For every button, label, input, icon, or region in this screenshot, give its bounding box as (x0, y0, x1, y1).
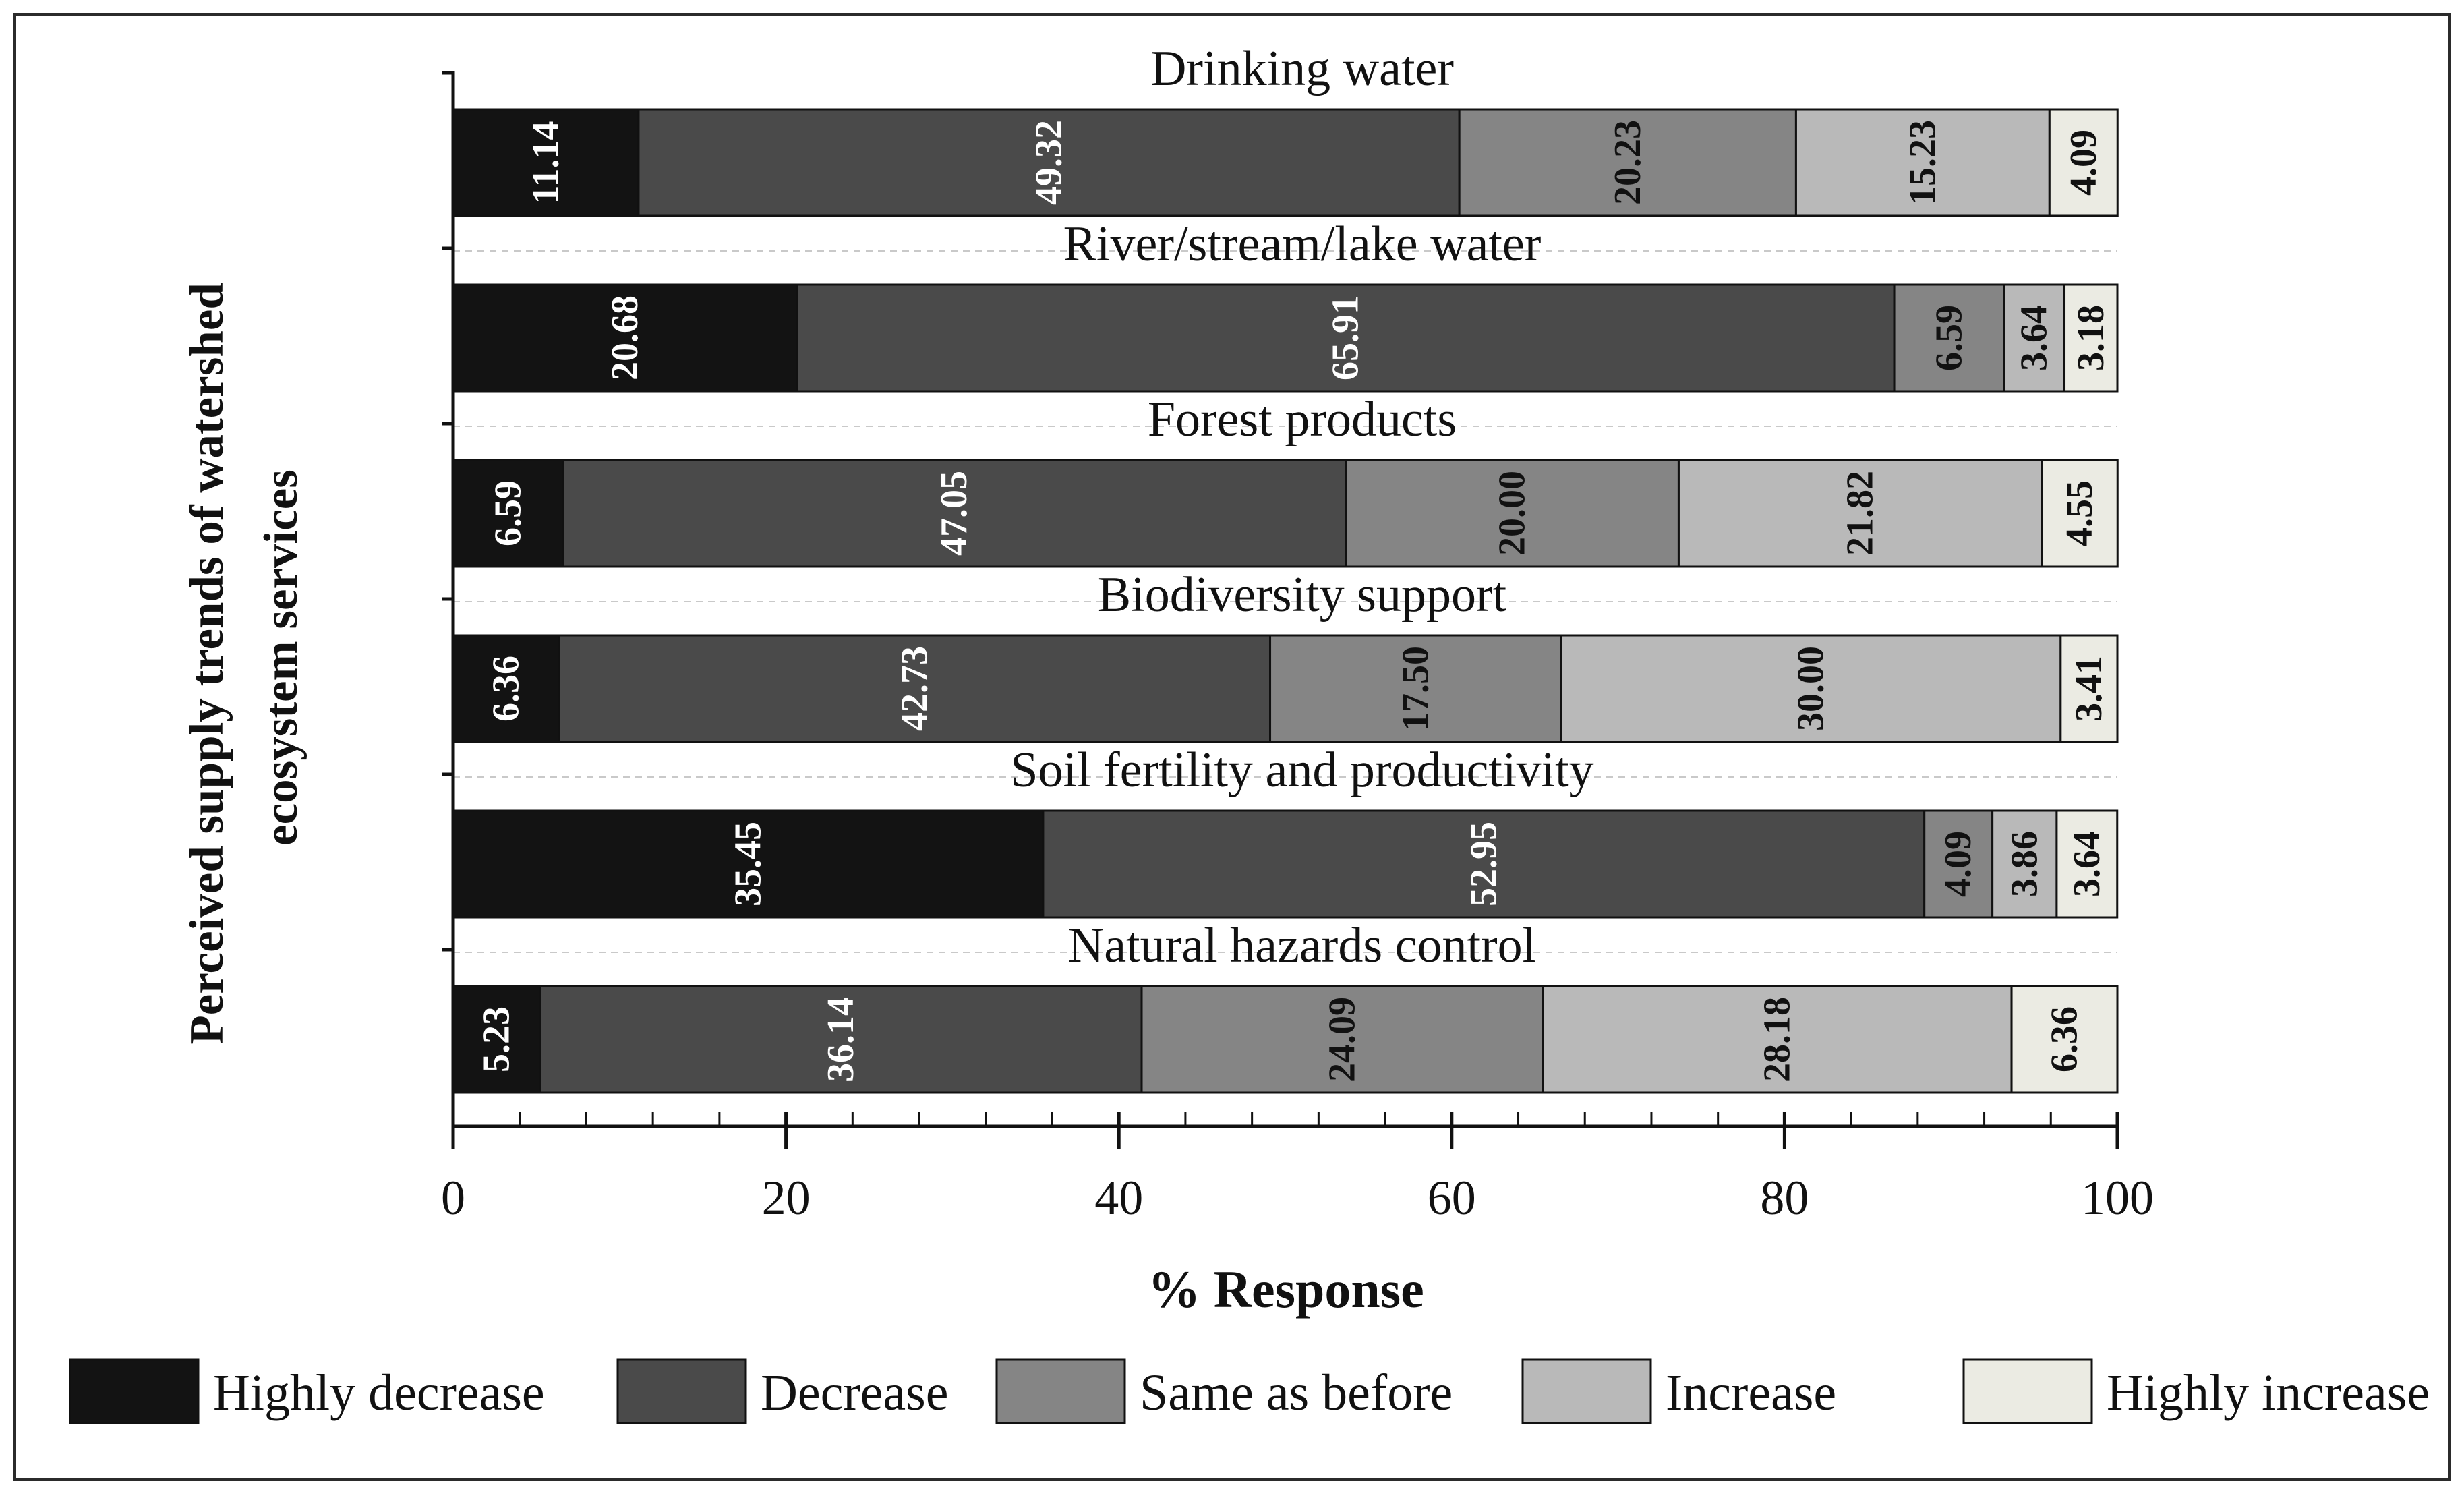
data-label: 6.36 (485, 656, 527, 722)
x-tick-label: 80 (1760, 1171, 1809, 1225)
data-label: 42.73 (893, 646, 935, 731)
bar-segment (1345, 459, 1680, 568)
data-label: 49.32 (1028, 120, 1070, 205)
grid-lines (453, 250, 2117, 953)
x-tick-label: 0 (441, 1171, 465, 1225)
y-axis-title-line-1: Perceived supply trends of watershed (181, 283, 233, 1044)
data-label: 36.14 (820, 997, 862, 1082)
data-label: 21.82 (1840, 471, 1881, 556)
legend-swatch (69, 1358, 200, 1424)
data-label: 3.18 (2070, 305, 2112, 371)
x-tick-label: 40 (1094, 1171, 1143, 1225)
data-label: 20.23 (1607, 120, 1649, 205)
x-axis-title: % Response (1148, 1260, 1424, 1319)
legend-item: Decrease (616, 1358, 948, 1424)
category-title: River/stream/lake water (1063, 217, 1542, 272)
bar-segment (1893, 283, 2005, 393)
legend-label: Highly decrease (213, 1364, 545, 1421)
legend: Highly decrease Decrease Same as before Inc… (69, 1358, 2430, 1424)
data-label: 28.18 (1756, 997, 1798, 1082)
category-title: Drinking water (1150, 41, 1454, 96)
legend-label: Same as before (1140, 1364, 1453, 1421)
bar-segment (1560, 634, 2062, 743)
figure-frame (13, 13, 2451, 1481)
legend-swatch (616, 1358, 747, 1424)
bar-segment (1794, 108, 2051, 217)
bar-segment (1677, 459, 2043, 568)
data-labels-layer: 11.14 49.32 20.23 15.23 4.09 20.68 65.91 6.59 3.… (476, 120, 2112, 1082)
data-label: 24.09 (1321, 997, 1363, 1082)
bar-segment (796, 283, 1896, 393)
legend-item: Same as before (995, 1358, 1453, 1424)
legend-item: Highly decrease (69, 1358, 545, 1424)
data-label: 30.00 (1790, 646, 1832, 731)
data-label: 4.55 (2059, 480, 2101, 546)
bar-segment (2041, 459, 2119, 568)
x-tick-label: 100 (2081, 1171, 2154, 1225)
bar-segment (452, 809, 1045, 919)
category-title: Biodiversity support (1098, 567, 1507, 623)
bar-segment (562, 459, 1347, 568)
data-label: 3.41 (2068, 656, 2110, 722)
bar-segment (1042, 809, 1926, 919)
category-title: Forest products (1148, 392, 1457, 447)
category-titles-layer: Drinking water River/stream/lake water For… (1010, 41, 1593, 973)
data-label: 20.00 (1492, 471, 1533, 556)
data-label: 3.64 (2066, 831, 2108, 897)
legend-label: Highly increase (2107, 1364, 2430, 1421)
bar-segment (2059, 634, 2119, 743)
x-tick-label: 20 (762, 1171, 811, 1225)
bar-segment (2055, 809, 2119, 919)
bar-segment (1458, 108, 1797, 217)
data-label: 47.05 (933, 471, 975, 556)
bar-segment (539, 985, 1143, 1094)
data-label: 4.09 (1937, 831, 1979, 897)
bar-segment (637, 108, 1461, 217)
data-label: 15.23 (1902, 120, 1943, 205)
bars-layer (452, 108, 2119, 1094)
bar-segment (558, 634, 1272, 743)
bar-segment (452, 283, 798, 393)
legend-swatch (995, 1358, 1126, 1424)
data-label: 65.91 (1325, 295, 1367, 380)
x-tick-label: 60 (1428, 1171, 1476, 1225)
data-label: 35.45 (727, 822, 769, 906)
legend-label: Decrease (761, 1364, 948, 1421)
legend-swatch (1962, 1358, 2093, 1424)
data-label: 4.09 (2063, 129, 2105, 196)
bar-segment (2063, 283, 2119, 393)
y-axis-title-line-2: ecosystem services (255, 469, 307, 846)
category-title: Natural hazards control (1068, 918, 1536, 973)
y-axis-title: Perceived supply trends of watershed eco… (181, 270, 307, 1044)
data-label: 3.86 (2003, 831, 2045, 897)
legend-item: Increase (1521, 1358, 1836, 1424)
data-label: 52.95 (1463, 822, 1504, 906)
axes-layer: 0 20 40 60 80 100 (441, 71, 2154, 1225)
bar-segment (2048, 108, 2119, 217)
bar-segment (1140, 985, 1544, 1094)
bar-segment (452, 634, 560, 743)
bar-segment (2010, 985, 2119, 1094)
data-label: 17.50 (1395, 646, 1436, 731)
bar-segment (452, 459, 564, 568)
category-title: Soil fertility and productivity (1010, 743, 1593, 798)
data-label: 6.59 (1928, 305, 1970, 371)
data-label: 5.23 (476, 1006, 518, 1072)
legend-item: Highly increase (1962, 1358, 2430, 1424)
data-label: 6.59 (487, 480, 529, 546)
bar-segment (1269, 634, 1562, 743)
data-label: 11.14 (525, 121, 566, 204)
data-label: 3.64 (2014, 305, 2055, 371)
bar-segment (1923, 809, 1994, 919)
data-label: 6.36 (2044, 1006, 2086, 1072)
data-label: 20.68 (604, 295, 646, 380)
legend-swatch (1521, 1358, 1652, 1424)
legend-label: Increase (1666, 1364, 1836, 1421)
